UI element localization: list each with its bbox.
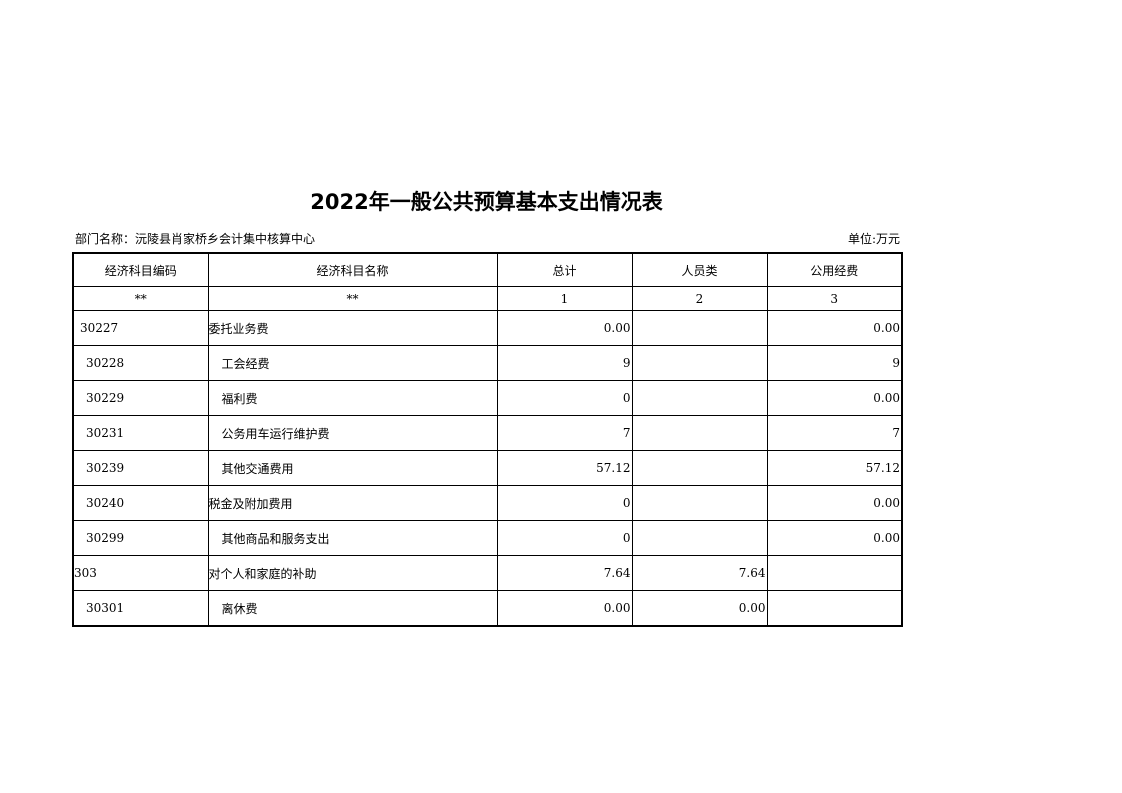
unit-label: 单位:万元: [847, 232, 900, 246]
table-row: 30231 公务用车运行维护费 7 7: [72, 415, 903, 451]
header-total: 总计: [496, 252, 633, 287]
cell-public: 7: [766, 415, 903, 451]
subheader-code: **: [72, 286, 209, 311]
table-row: 30239 其他交通费用 57.12 57.12: [72, 450, 903, 486]
cell-total: 0.00: [496, 310, 633, 346]
cell-code: 30240: [72, 485, 209, 521]
subheader-name: **: [207, 286, 498, 311]
cell-total: 57.12: [496, 450, 633, 486]
cell-personnel: 7.64: [631, 555, 768, 591]
cell-personnel: [631, 450, 768, 486]
header-personnel: 人员类: [631, 252, 768, 287]
cell-name: 委托业务费: [207, 310, 498, 346]
budget-table: 经济科目编码 经济科目名称 总计 人员类 公用经费 ** ** 1 2 3 30…: [72, 252, 903, 627]
table-row: 30227 委托业务费 0.00 0.00: [72, 310, 903, 346]
cell-personnel: [631, 485, 768, 521]
cell-name: 税金及附加费用: [207, 485, 498, 521]
cell-personnel: [631, 345, 768, 381]
cell-total: 0: [496, 520, 633, 556]
cell-code: 30301: [72, 590, 209, 627]
subheader-row: ** ** 1 2 3: [72, 286, 903, 311]
page-title: 2022年一般公共预算基本支出情况表: [310, 190, 663, 214]
cell-total: 0: [496, 380, 633, 416]
cell-code: 30299: [72, 520, 209, 556]
header-name: 经济科目名称: [207, 252, 498, 287]
cell-public: [766, 590, 903, 627]
cell-code: 303: [72, 555, 209, 591]
table-row: 30299 其他商品和服务支出 0 0.00: [72, 520, 903, 556]
cell-public: 0.00: [766, 520, 903, 556]
cell-code: 30227: [72, 310, 209, 346]
cell-name: 公务用车运行维护费: [207, 415, 498, 451]
cell-name: 其他商品和服务支出: [207, 520, 498, 556]
table-row: 30301 离休费 0.00 0.00: [72, 590, 903, 627]
header-row: 经济科目编码 经济科目名称 总计 人员类 公用经费: [72, 252, 903, 287]
cell-personnel: [631, 310, 768, 346]
cell-code: 30229: [72, 380, 209, 416]
cell-total: 9: [496, 345, 633, 381]
cell-personnel: [631, 380, 768, 416]
cell-total: 0: [496, 485, 633, 521]
cell-name: 对个人和家庭的补助: [207, 555, 498, 591]
cell-public: 0.00: [766, 310, 903, 346]
cell-name: 工会经费: [207, 345, 498, 381]
department-label: 部门名称：沅陵县肖家桥乡会计集中核算中心: [75, 232, 316, 246]
subheader-public: 3: [766, 286, 903, 311]
cell-name: 离休费: [207, 590, 498, 627]
table-row: 30229 福利费 0 0.00: [72, 380, 903, 416]
cell-code: 30231: [72, 415, 209, 451]
table-row: 30240 税金及附加费用 0 0.00: [72, 485, 903, 521]
cell-personnel: [631, 415, 768, 451]
header-public: 公用经费: [766, 252, 903, 287]
cell-total: 7.64: [496, 555, 633, 591]
cell-personnel: [631, 520, 768, 556]
subheader-personnel: 2: [631, 286, 768, 311]
header-code: 经济科目编码: [72, 252, 209, 287]
cell-code: 30228: [72, 345, 209, 381]
table-row: 303 对个人和家庭的补助 7.64 7.64: [72, 555, 903, 591]
cell-name: 其他交通费用: [207, 450, 498, 486]
cell-code: 30239: [72, 450, 209, 486]
cell-personnel: 0.00: [631, 590, 768, 627]
cell-total: 7: [496, 415, 633, 451]
cell-total: 0.00: [496, 590, 633, 627]
cell-name: 福利费: [207, 380, 498, 416]
subheader-total: 1: [496, 286, 633, 311]
table-row: 30228 工会经费 9 9: [72, 345, 903, 381]
cell-public: 57.12: [766, 450, 903, 486]
cell-public: 9: [766, 345, 903, 381]
cell-public: [766, 555, 903, 591]
cell-public: 0.00: [766, 380, 903, 416]
cell-public: 0.00: [766, 485, 903, 521]
